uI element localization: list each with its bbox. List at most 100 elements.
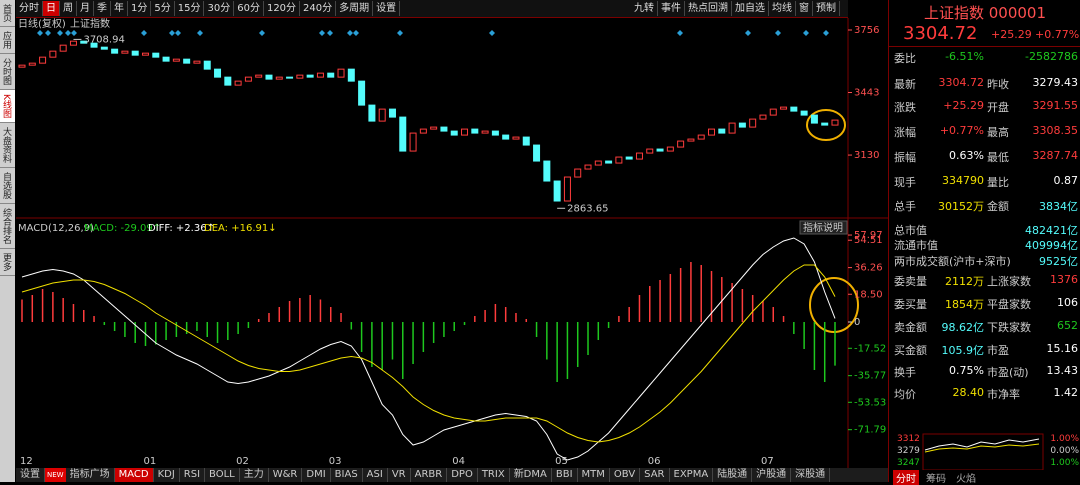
quote-label: 最新	[894, 78, 916, 91]
toolbar-item[interactable]: 加自选	[732, 1, 769, 16]
mini-label: 1.00%	[1050, 458, 1079, 468]
candle	[224, 76, 232, 86]
toolbar-item[interactable]: 预制	[813, 1, 840, 16]
indicator-tab[interactable]: 指标广场	[66, 468, 115, 482]
quote-tab[interactable]: 筹码	[926, 474, 946, 485]
event-marker	[677, 30, 683, 36]
indicator-tab[interactable]: DMI	[302, 468, 331, 482]
sidebar-tab[interactable]: 自选股	[0, 168, 15, 204]
quote-value: 3304.72	[938, 76, 985, 89]
candle	[141, 52, 149, 56]
help-button[interactable]	[799, 220, 848, 235]
quote-price: 3304.72	[903, 23, 978, 44]
toolbar-item[interactable]: 5分	[151, 1, 175, 16]
indicator-tab[interactable]: NEW	[45, 468, 66, 482]
indicator-tab[interactable]: BBI	[552, 468, 578, 482]
toolbar-right: 九转 事件 热点回溯 加自选 均线窗预制	[631, 0, 840, 17]
candle	[69, 40, 77, 46]
toolbar-item[interactable]: 设置	[373, 1, 401, 16]
quote-label: 均价	[894, 388, 916, 401]
diff-indicator: DIFF: +2.36↑	[148, 223, 215, 234]
candle	[594, 160, 602, 166]
quote-value: 30152万	[938, 200, 984, 213]
candle	[265, 74, 273, 80]
candle	[543, 160, 551, 182]
toolbar-item[interactable]: 年	[111, 1, 128, 16]
quote-value: 106	[1057, 296, 1078, 309]
sidebar-tab[interactable]: 应用	[0, 27, 15, 54]
indicator-tab[interactable]: BIAS	[331, 468, 363, 482]
indicator-tab[interactable]: ASI	[363, 468, 388, 482]
toolbar-item[interactable]: 多周期	[336, 1, 374, 16]
candle	[121, 50, 129, 54]
indicator-tab[interactable]: DPO	[447, 468, 478, 482]
candle	[728, 122, 736, 134]
indicator-tab[interactable]: 新DMA	[510, 468, 552, 482]
toolbar-item[interactable]: 30分	[204, 1, 235, 16]
candle	[378, 108, 386, 122]
candle	[183, 58, 191, 64]
indicator-tab[interactable]: BOLL	[205, 468, 240, 482]
indicator-tabs: 设置 NEW 指标广场 MACD KDJ RSI BOLL 主力 W&R DMI BIAS ASI VR…	[16, 468, 888, 482]
y-tick-label: 54.51	[854, 235, 883, 246]
mini-label: 1.00%	[1050, 434, 1079, 444]
toolbar-item[interactable]: 60分	[234, 1, 264, 16]
indicator-tab[interactable]: TRIX	[478, 468, 510, 482]
candle	[306, 74, 314, 78]
quote-label: 市盈(动)	[987, 366, 1029, 379]
highlight	[806, 109, 846, 141]
indicator-tab[interactable]: SAR	[640, 468, 670, 482]
quote-tab[interactable]: 火焰	[956, 474, 976, 485]
indicator-tab[interactable]: 陆股通	[713, 468, 753, 482]
sidebar-tab[interactable]: 综合排名	[0, 204, 15, 249]
toolbar-item[interactable]: 日	[43, 1, 60, 16]
toolbar-item[interactable]: 热点回溯	[685, 1, 732, 16]
indicator-tab[interactable]: OBV	[610, 468, 641, 482]
toolbar-item[interactable]: 事件	[658, 1, 685, 16]
quote-label: 涨幅	[894, 126, 916, 139]
sidebar-tab[interactable]: 大盘资料	[0, 123, 15, 168]
toolbar-item[interactable]: 120分	[264, 1, 301, 16]
candle	[502, 134, 510, 140]
quote-value: 3291.55	[1032, 99, 1079, 112]
toolbar-item[interactable]: 均线	[769, 1, 796, 16]
candle	[90, 42, 98, 48]
indicator-tab[interactable]: W&R	[269, 468, 303, 482]
help-label[interactable]: 指标说明	[803, 221, 843, 234]
y-tick-label: 3756	[854, 25, 879, 36]
candle	[327, 72, 335, 78]
indicator-tab[interactable]: ARBR	[411, 468, 448, 482]
indicator-tab[interactable]: RSI	[180, 468, 206, 482]
toolbar-item[interactable]: 季	[94, 1, 111, 16]
toolbar-item[interactable]: 窗	[796, 1, 813, 16]
indicator-tab[interactable]: 深股通	[791, 468, 831, 482]
sidebar-tab[interactable]: K线图	[0, 90, 15, 123]
indicator-tab[interactable]: EXPMA	[670, 468, 714, 482]
quote-value: 13.43	[1046, 364, 1079, 377]
indicator-tab[interactable]: MACD	[114, 468, 154, 482]
toolbar-item[interactable]: 月	[77, 1, 94, 16]
toolbar-item[interactable]: 周	[60, 1, 77, 16]
indicator-tab[interactable]: 沪股通	[752, 468, 792, 482]
y-tick-label: 18.50	[854, 289, 883, 300]
y-tick-label: -53.53	[854, 397, 886, 408]
sidebar-tab[interactable]: 分时图	[0, 54, 15, 90]
quote-label: 昨收	[987, 78, 1009, 91]
quote-tab[interactable]: 分时	[893, 470, 919, 485]
candle	[625, 156, 633, 160]
toolbar-item[interactable]: 15分	[175, 1, 205, 16]
toolbar-item[interactable]: 分时	[16, 1, 43, 16]
indicator-tab[interactable]: 主力	[240, 468, 269, 482]
indicator-tab[interactable]: MTM	[578, 468, 610, 482]
indicator-tab[interactable]: 设置	[16, 468, 45, 482]
toolbar-item[interactable]: 240分	[300, 1, 337, 16]
toolbar-item[interactable]: 1分	[128, 1, 152, 16]
indicator-tab[interactable]: KDJ	[154, 468, 180, 482]
toolbar-item[interactable]: 九转	[631, 1, 658, 16]
quote-label: 委卖量	[894, 275, 927, 288]
sidebar-tab[interactable]: 首页	[0, 0, 15, 27]
candle	[234, 80, 242, 86]
candle	[337, 68, 345, 78]
indicator-tab[interactable]: VR	[388, 468, 411, 482]
sidebar-tab[interactable]: 更多	[0, 249, 15, 276]
